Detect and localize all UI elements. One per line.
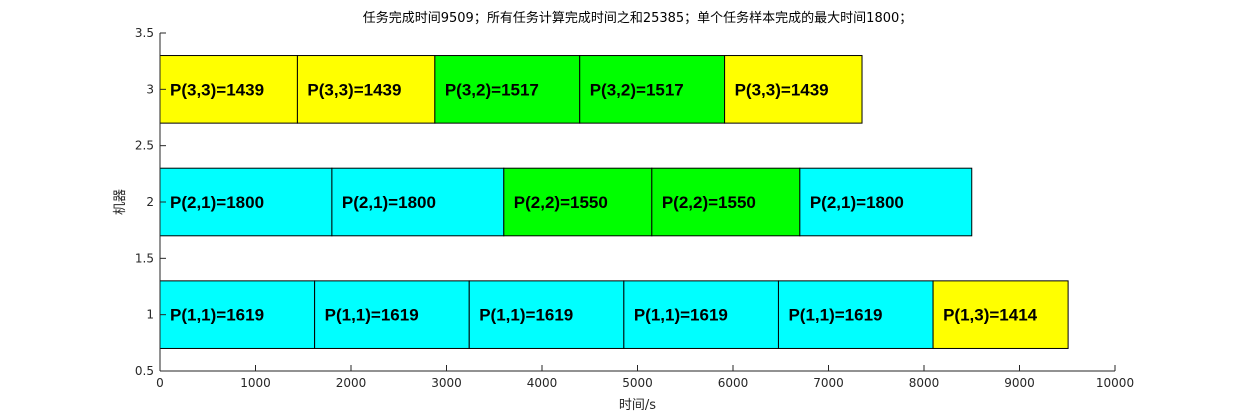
task-label: P(3,3)=1439 [307, 80, 401, 99]
task-label: P(2,1)=1800 [170, 193, 264, 212]
y-tick-label: 3.5 [135, 26, 154, 40]
task-label: P(2,1)=1800 [342, 193, 436, 212]
task-label: P(3,3)=1439 [170, 80, 264, 99]
x-tick-label: 8000 [909, 376, 940, 390]
x-tick-label: 7000 [813, 376, 844, 390]
task-bar [623, 280, 779, 349]
task-bar [296, 55, 436, 124]
task-label: P(2,2)=1550 [662, 193, 756, 212]
task-label: P(1,1)=1619 [788, 306, 882, 325]
task-bar [159, 280, 316, 349]
x-tick-label: 10000 [1096, 376, 1134, 390]
task-label: P(1,1)=1619 [170, 306, 264, 325]
x-tick-label: 4000 [527, 376, 558, 390]
task-label: P(3,2)=1517 [445, 80, 539, 99]
task-bar [503, 167, 653, 237]
y-tick-label: 2 [146, 195, 154, 209]
task-bar [651, 167, 801, 237]
task-bar [777, 280, 934, 349]
task-bar [159, 55, 298, 124]
x-tick-label: 2000 [336, 376, 367, 390]
task-label: P(1,1)=1619 [479, 306, 573, 325]
task-label: P(2,2)=1550 [514, 193, 608, 212]
y-tick-label: 1 [146, 308, 154, 322]
task-label: P(3,2)=1517 [590, 80, 684, 99]
x-tick-label: 1000 [240, 376, 271, 390]
task-bar [434, 55, 581, 124]
y-tick-label: 0.5 [135, 364, 154, 378]
task-bar [331, 167, 505, 237]
task-bar [468, 280, 625, 349]
task-bar [724, 55, 863, 124]
task-bar [579, 55, 726, 124]
y-tick-label: 3 [146, 82, 154, 96]
task-bar [932, 280, 1069, 349]
x-axis-title: 时间/s [619, 398, 656, 413]
x-tick-label: 0 [156, 376, 164, 390]
chart-title: 任务完成时间9509；所有任务计算完成时间之和25385；单个任务样本完成的最大… [363, 10, 913, 26]
y-tick-label: 1.5 [135, 251, 154, 265]
y-tick-label: 2.5 [135, 139, 154, 153]
y-axis-title: 机器 [113, 189, 128, 215]
task-bar [799, 167, 973, 237]
task-label: P(3,3)=1439 [735, 80, 829, 99]
task-bar [314, 280, 470, 349]
x-tick-label: 5000 [622, 376, 653, 390]
x-tick-label: 3000 [431, 376, 462, 390]
axis-layer: 0 1000 2000 3000 4000 5000 6000 7000 8000 9000 100… [135, 26, 1134, 390]
task-label: P(1,1)=1619 [325, 306, 419, 325]
task-label: P(2,1)=1800 [810, 193, 904, 212]
x-tick-label: 6000 [718, 376, 749, 390]
task-label: P(1,3)=1414 [943, 306, 1038, 325]
task-label: P(1,1)=1619 [634, 306, 728, 325]
task-bar [159, 167, 333, 237]
bars-layer: P(1,1)=1619 P(1,1)=1619 P(1,1)=1619 P(1,1)=… [159, 55, 1069, 349]
x-tick-label: 9000 [1004, 376, 1035, 390]
